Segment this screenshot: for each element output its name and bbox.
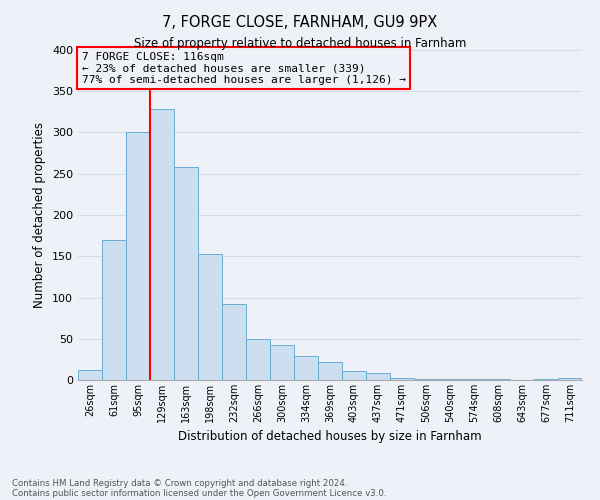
Bar (438, 379, 462, 380)
Bar (486, 379, 510, 380)
X-axis label: Distribution of detached houses by size in Farnham: Distribution of detached houses by size … (178, 430, 482, 444)
Bar (222, 304, 246, 380)
Bar (126, 132, 150, 380)
Bar (534, 379, 558, 380)
Bar (270, 346, 294, 380)
Bar (294, 356, 318, 380)
Bar (462, 379, 486, 380)
Y-axis label: Number of detached properties: Number of detached properties (34, 122, 46, 308)
Bar (102, 240, 126, 380)
Text: 7 FORGE CLOSE: 116sqm
← 23% of detached houses are smaller (339)
77% of semi-det: 7 FORGE CLOSE: 116sqm ← 23% of detached … (82, 52, 406, 85)
Bar (366, 372, 390, 380)
Bar (342, 371, 366, 380)
Bar (558, 378, 582, 380)
Text: Contains public sector information licensed under the Open Government Licence v3: Contains public sector information licen… (12, 488, 386, 498)
Text: Contains HM Land Registry data © Crown copyright and database right 2024.: Contains HM Land Registry data © Crown c… (12, 478, 347, 488)
Bar (78, 370, 102, 380)
Bar (150, 110, 174, 380)
Text: 7, FORGE CLOSE, FARNHAM, GU9 9PX: 7, FORGE CLOSE, FARNHAM, GU9 9PX (163, 15, 437, 30)
Bar (198, 254, 222, 380)
Bar (318, 362, 342, 380)
Bar (246, 339, 270, 380)
Text: Size of property relative to detached houses in Farnham: Size of property relative to detached ho… (134, 38, 466, 51)
Bar (390, 378, 414, 380)
Bar (414, 379, 438, 380)
Bar (174, 167, 198, 380)
